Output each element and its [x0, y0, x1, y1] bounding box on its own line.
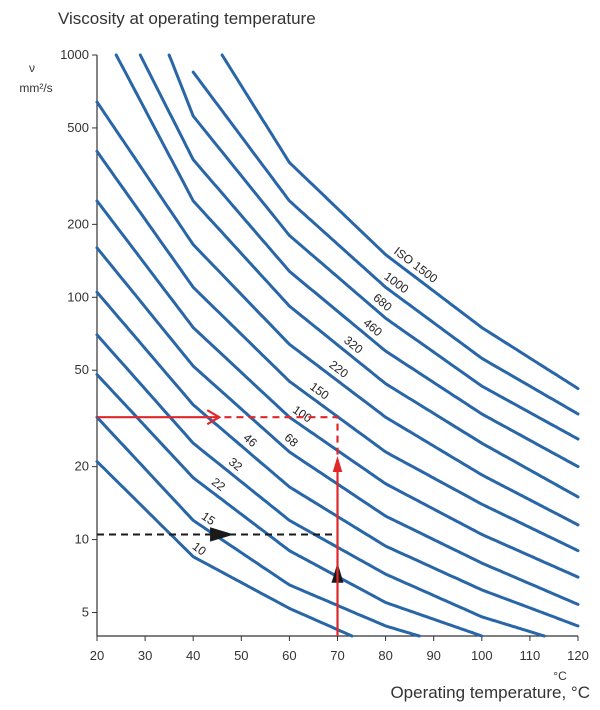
y-tick-label: 500	[67, 120, 89, 135]
curve-320	[114, 53, 580, 499]
y-tick-label: 20	[75, 459, 89, 474]
y-tick-label: 200	[67, 216, 89, 231]
x-tick-label: 110	[520, 648, 541, 663]
grade-label-680: 680	[370, 290, 395, 314]
x-tick-label: 50	[234, 648, 248, 663]
y-axis-symbol: ν	[29, 61, 35, 75]
y-tick-label: 10	[75, 532, 89, 547]
curve-32	[95, 333, 546, 638]
curve-15	[95, 415, 421, 638]
x-axis-label: Operating temperature, °C	[390, 683, 590, 702]
example-red-up-arrow	[332, 456, 343, 473]
curve-iso-1500	[220, 53, 580, 391]
y-tick-label: 50	[75, 362, 89, 377]
x-axis-unit: °C	[553, 669, 567, 683]
y-tick-label: 5	[82, 605, 89, 620]
curve-460	[138, 53, 580, 469]
y-tick-label: 1000	[60, 47, 89, 62]
curve-10	[95, 460, 354, 638]
x-tick-label: 80	[378, 648, 392, 663]
grade-label-460: 460	[361, 316, 386, 340]
example-paths	[97, 409, 344, 636]
grade-label-1000: 1000	[381, 269, 411, 296]
x-tick-label: 100	[471, 648, 493, 663]
curve-220	[95, 100, 580, 527]
viscosity-curves	[95, 53, 580, 638]
grade-label-220: 220	[327, 358, 352, 381]
x-tick-label: 90	[426, 648, 440, 663]
x-tick-label: 40	[186, 648, 200, 663]
example-red-right-arrow	[206, 409, 222, 426]
axes: 20 30 40 50 60 70 80 90 100 110 120 5 10 20 50 100 200 50…	[60, 47, 589, 663]
x-tick-label: 30	[138, 648, 152, 663]
y-axis-unit: mm²/s	[19, 81, 52, 95]
y-tick-label: 100	[67, 289, 89, 304]
curve-680	[167, 53, 580, 441]
grade-label-150: 150	[307, 379, 332, 402]
x-tick-label: 60	[282, 648, 296, 663]
grade-label-100: 100	[290, 403, 315, 426]
x-tick-label: 20	[90, 648, 104, 663]
grade-label-320: 320	[341, 333, 366, 357]
curve-1000	[191, 70, 580, 416]
chart-title: Viscosity at operating temperature	[58, 9, 316, 28]
x-tick-label: 70	[330, 648, 344, 663]
example-black-arrow	[210, 527, 235, 542]
curve-22	[95, 373, 484, 638]
x-tick-label: 120	[567, 648, 589, 663]
